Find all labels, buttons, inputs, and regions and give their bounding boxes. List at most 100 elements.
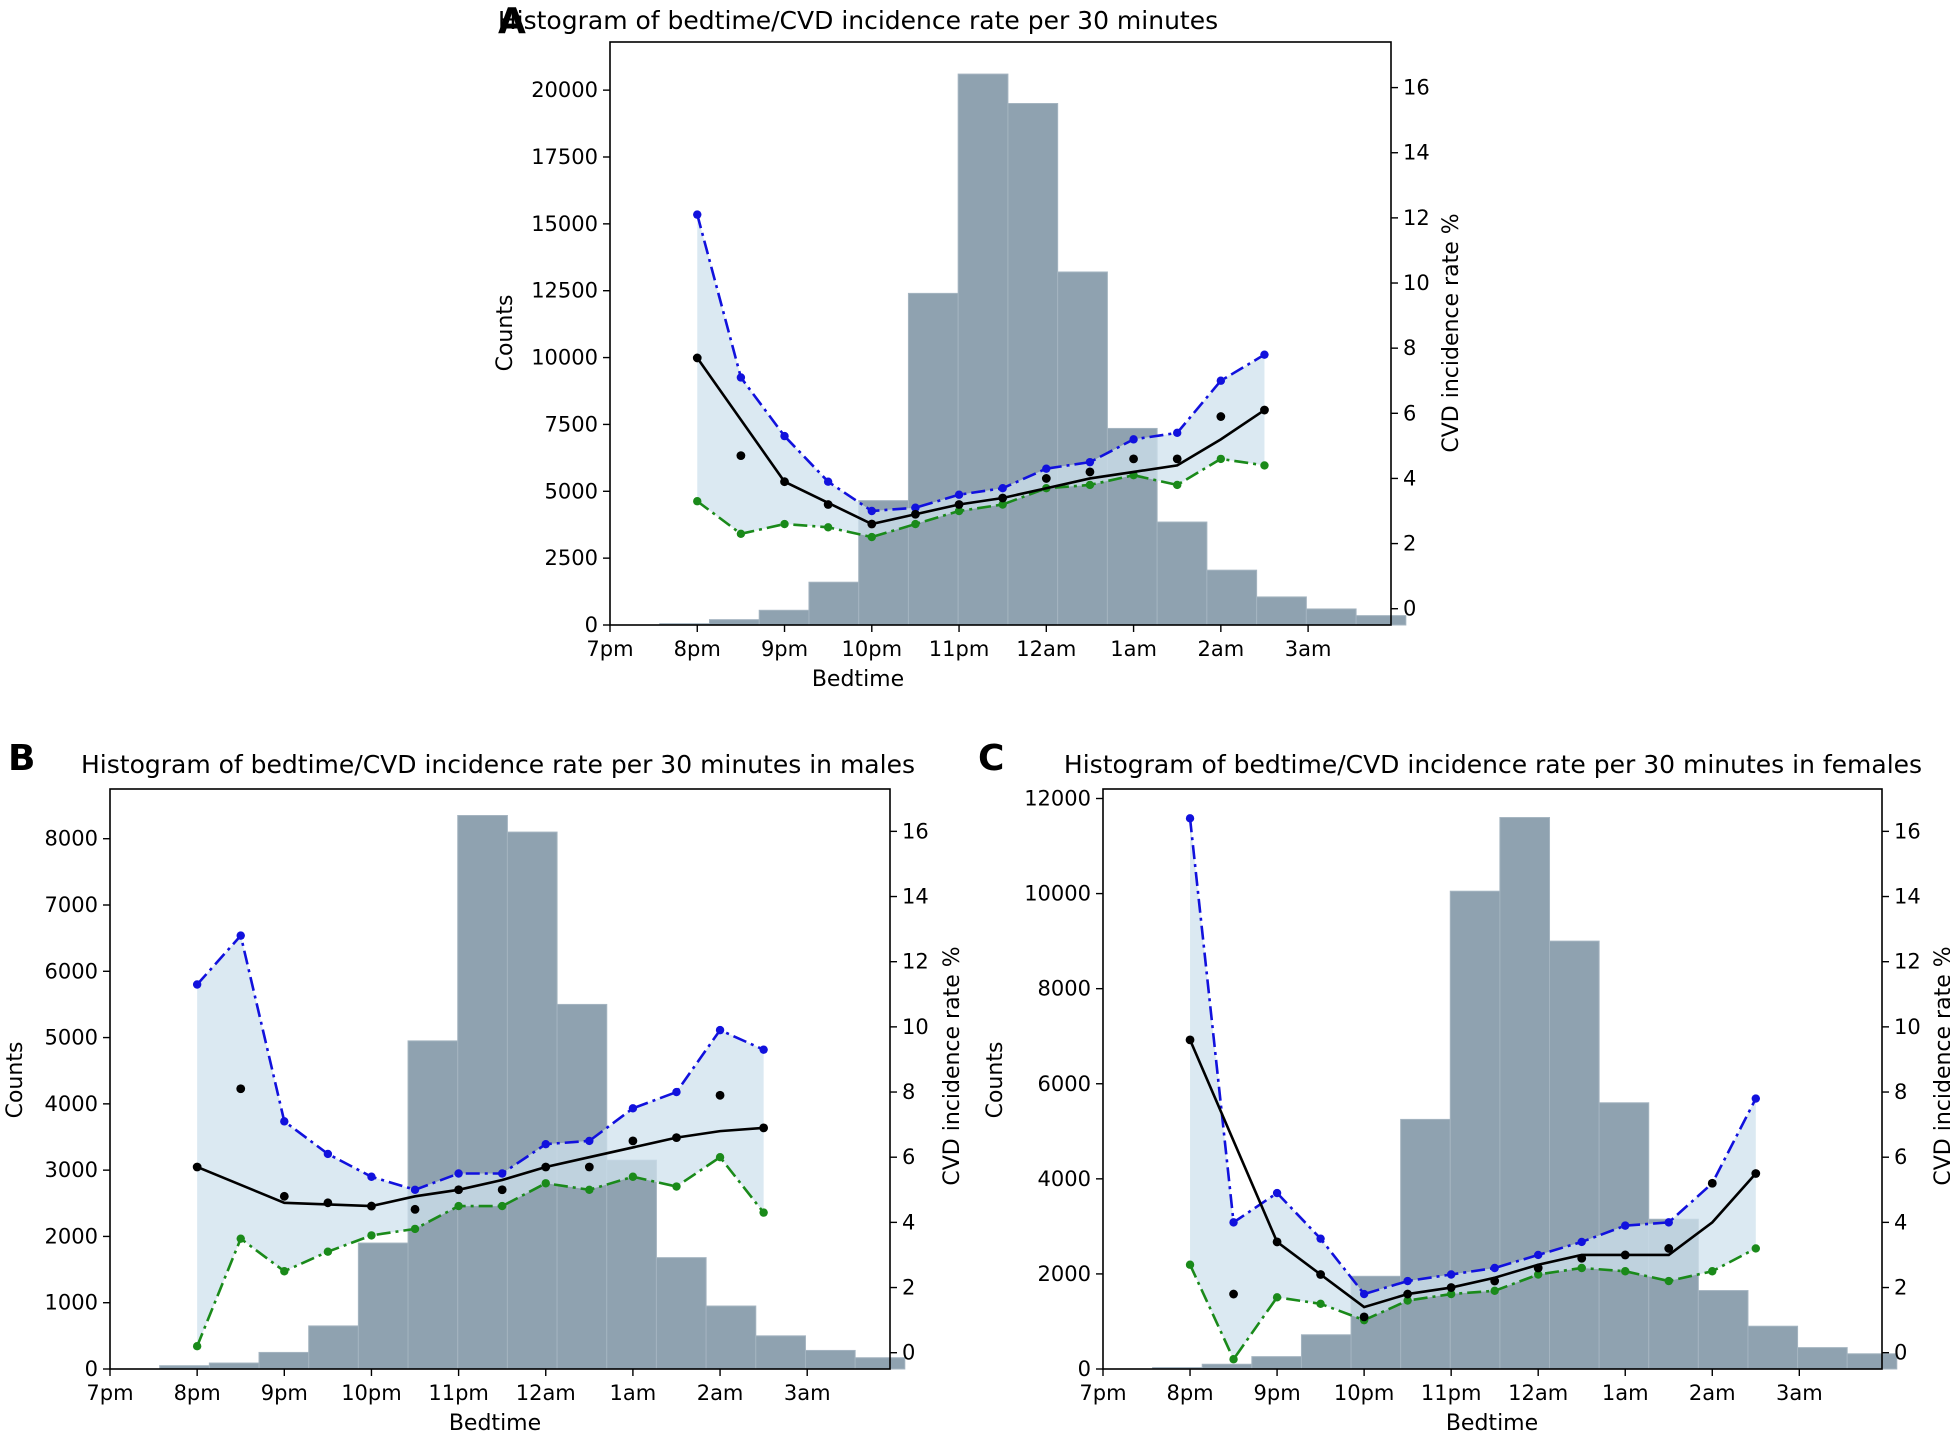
upper-bound-point [1173,428,1182,438]
upper-bound-point [454,1169,463,1178]
upper-bound-line [696,214,1266,513]
incidence-rate-point [454,1185,464,1195]
y2-tick-label: 4 [1403,466,1416,490]
upper-bound-point [1577,1237,1586,1247]
upper-bound-point [1621,1221,1630,1230]
lower-bound-point [1173,480,1182,490]
upper-bound-point [497,1169,507,1178]
histogram-bar [808,581,860,626]
upper-bound-point [1229,1218,1238,1227]
incidence-rate-point [780,477,789,487]
y-axis-label: Counts [493,295,518,372]
histogram-bar [755,1335,806,1370]
confidence-band [1190,818,1756,1360]
histogram-bar [208,1362,260,1370]
histogram-bar [804,1349,856,1370]
x-tick-label: 2am [1689,1381,1736,1405]
incidence-rate-point [541,1162,551,1172]
incidence-rate-point [692,353,702,363]
histogram-bar [655,1257,707,1370]
upper-bound-line [1188,818,1757,1296]
y2-tick-label: 16 [902,819,929,843]
y-tick-label: 6000 [1038,1072,1091,1096]
x-tick-label: 1am [1602,1381,1649,1405]
y2-tick-label: 2 [1894,1276,1907,1300]
y2-tick-label: 2 [902,1276,915,1300]
y-tick-label: 5000 [45,1026,98,1050]
panel-a: A Histogram of bedtime/CVD incidence rat… [493,1,1464,692]
lower-bound-point [236,1234,245,1243]
lower-bound-point [759,1208,768,1217]
incidence-rate-point [1490,1276,1500,1286]
lower-bound-point [1185,1260,1195,1269]
y2-axis-label: CVD incidence rate % [940,946,965,1185]
y2-tick-label: 14 [1894,885,1921,909]
x-tick-label: 1am [1110,637,1157,661]
y2-tick-label: 0 [1894,1341,1907,1365]
incidence-rate-point [954,500,964,509]
incidence-rate-point [1664,1244,1674,1253]
incidence-rate-point [1260,405,1269,415]
upper-bound-point [1272,1188,1282,1198]
upper-bound-point [672,1087,681,1097]
plot-area: 7pm 8pm 9pm 10pm 11pm 12am 1am 2am 3am 0 1000 2000 3… [45,788,929,1405]
incidence-rate-point [672,1133,681,1143]
lower-bound-line [195,1155,765,1347]
upper-bound-point [1216,376,1226,385]
histogram-bar [1305,608,1357,626]
y-tick-label: 7500 [545,412,598,436]
upper-bound-point [867,506,876,516]
lower-bound-point [1260,461,1269,470]
y-tick-label: 2000 [45,1224,98,1248]
histogram-bar [1846,1353,1898,1370]
y-tick-label: 0 [585,613,598,637]
x-tick-label: 8pm [174,1381,221,1405]
trend-line [1188,1039,1757,1309]
histogram-bar [1697,1290,1749,1370]
lower-bound-point [497,1201,507,1211]
lower-bound-point [585,1185,594,1194]
incidence-rate-point [715,1090,725,1100]
y2-tick-label: 14 [902,885,929,909]
y2-tick-label: 8 [902,1080,915,1104]
upper-bound-point [1260,350,1269,359]
histogram-bar [907,292,959,626]
histogram-bar [1449,890,1501,1370]
y-tick-label: 0 [1078,1357,1091,1381]
chart-title: Histogram of bedtime/CVD incidence rate … [1064,750,1922,779]
plot-area: 7pm 8pm 9pm 10pm 11pm 12am 1am 2am 3am 0 2000 4000 6… [1024,787,1921,1405]
upper-bound-point [367,1172,376,1181]
upper-bound-point [1751,1094,1760,1103]
incidence-rate-point [1229,1289,1238,1299]
x-tick-label: 11pm [929,637,990,661]
y-tick-label: 2000 [1038,1262,1091,1286]
y-tick-label: 2500 [545,546,598,570]
upper-bound-point [954,490,964,499]
lower-bound-point [780,519,789,529]
incidence-rate-point [1359,1312,1369,1322]
upper-bound-point [1042,464,1051,473]
lower-bound-point [1085,480,1095,490]
lower-bound-point [1664,1276,1673,1286]
y2-tick-label: 2 [1403,532,1416,556]
lower-bound-line [1188,1247,1757,1362]
y-tick-label: 17500 [531,145,598,169]
y-tick-label: 20000 [531,78,598,102]
y2-tick-label: 8 [1403,336,1416,360]
x-tick-label: 9pm [761,637,808,661]
lower-bound-point [867,532,876,542]
x-tick-label: 7pm [86,1381,133,1405]
lower-bound-point [911,519,920,529]
incidence-rate-point [628,1136,638,1146]
lower-bound-point [1621,1267,1630,1276]
lower-bound-point [998,500,1007,509]
upper-bound-point [780,431,789,441]
histogram-bar [1549,940,1600,1370]
incidence-rate-point [1316,1270,1325,1279]
y2-tick-label: 0 [902,1341,915,1365]
chart-title: Histogram of bedtime/CVD incidence rate … [81,750,915,779]
x-axis-label: Bedtime [449,1411,541,1434]
upper-bound-point [280,1117,289,1126]
y2-tick-label: 16 [1894,819,1921,843]
x-tick-label: 12am [516,1381,576,1405]
